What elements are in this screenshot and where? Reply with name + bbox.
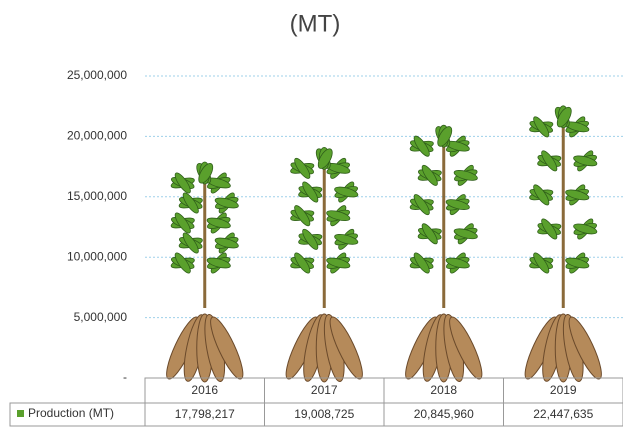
leaf — [174, 172, 191, 194]
leaf — [565, 257, 590, 269]
root — [449, 316, 483, 380]
leaf — [421, 164, 438, 186]
x-tick-label: 2018 — [430, 383, 457, 397]
legend-label: Production (MT) — [28, 406, 114, 420]
y-tick-label: 5,000,000 — [74, 310, 128, 324]
x-tick-label: 2019 — [550, 383, 577, 397]
value-label: 20,845,960 — [414, 407, 474, 421]
leaf — [294, 252, 311, 274]
value-label: 22,447,635 — [533, 407, 593, 421]
leaf — [556, 106, 572, 128]
leaf — [182, 192, 199, 214]
leaf — [445, 257, 470, 269]
leaf — [174, 252, 191, 274]
leaf — [326, 257, 351, 269]
leaf — [317, 148, 333, 169]
chart-title: (MT) — [290, 10, 341, 37]
value-label: 17,798,217 — [175, 407, 235, 421]
value-label: 19,008,725 — [294, 407, 354, 421]
leaf — [413, 194, 430, 216]
plant-bar — [524, 105, 602, 383]
leaf — [413, 135, 430, 157]
leaf — [174, 212, 191, 234]
y-tick-label: 25,000,000 — [67, 68, 127, 82]
leaf — [573, 155, 598, 167]
leaf — [453, 170, 478, 181]
leaf — [541, 150, 558, 172]
plant-bar — [405, 124, 483, 383]
leaf — [573, 223, 598, 235]
leaf — [206, 217, 231, 229]
leaf — [198, 163, 214, 184]
plant-bar — [166, 161, 244, 383]
leaf — [326, 210, 351, 222]
table-cell — [503, 402, 623, 427]
leaf — [565, 189, 590, 201]
leaf — [294, 157, 311, 179]
y-tick-label: 10,000,000 — [67, 249, 127, 263]
leaf — [453, 228, 478, 240]
leaf — [533, 116, 550, 138]
plant-bar — [285, 146, 363, 383]
root — [210, 316, 244, 380]
y-tick-label: 20,000,000 — [67, 129, 127, 143]
leaf — [206, 257, 231, 269]
leaf — [214, 197, 239, 209]
legend-swatch — [17, 410, 24, 417]
leaf — [541, 218, 558, 240]
x-tick-label: 2017 — [311, 383, 338, 397]
leaf — [302, 228, 319, 250]
root — [568, 316, 602, 380]
leaf — [421, 223, 438, 245]
leaf — [533, 252, 550, 274]
leaf — [437, 126, 453, 147]
leaf — [182, 232, 199, 254]
leaf — [413, 252, 430, 274]
leaf — [334, 186, 359, 198]
leaf — [334, 233, 359, 245]
root — [329, 316, 363, 380]
x-tick-label: 2016 — [191, 383, 218, 397]
leaf — [214, 237, 239, 249]
leaf — [294, 205, 311, 227]
y-tick-label: 15,000,000 — [67, 189, 127, 203]
leaf — [302, 181, 319, 203]
y-tick-label: - — [123, 370, 127, 384]
leaf — [533, 184, 550, 206]
leaf — [445, 199, 470, 210]
